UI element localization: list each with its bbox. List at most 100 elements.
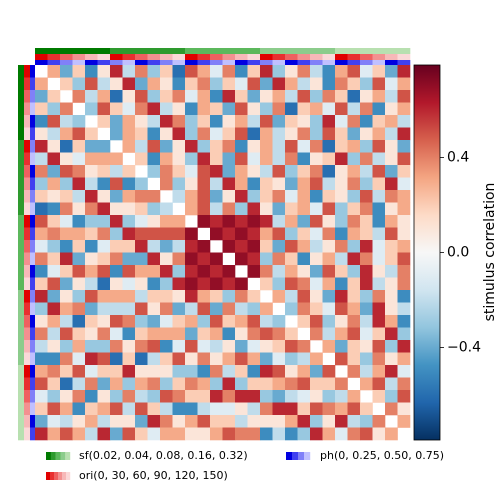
heat-cell	[60, 415, 73, 428]
annotation-cell	[30, 140, 35, 153]
heat-cell	[347, 290, 361, 303]
annotation-cell	[24, 152, 30, 166]
heat-cell	[185, 127, 198, 141]
heat-cell	[85, 352, 98, 366]
annotation-cell	[347, 54, 361, 60]
heat-cell	[360, 140, 373, 153]
heat-cell	[172, 152, 186, 166]
heat-cell	[147, 202, 161, 216]
annotation-cell	[385, 48, 398, 54]
heat-cell	[235, 127, 248, 141]
heat-cell	[60, 227, 73, 241]
heat-cell	[247, 177, 261, 191]
heat-cell	[85, 240, 98, 253]
heat-cell	[85, 177, 98, 191]
heat-cell	[310, 140, 323, 153]
heat-cell	[222, 102, 236, 116]
heat-cell	[360, 427, 373, 441]
heat-cell	[335, 315, 348, 328]
heat-cell	[210, 77, 223, 91]
heat-cell	[72, 215, 86, 228]
heat-cell	[272, 427, 286, 441]
annotation-cell	[35, 60, 48, 65]
heat-cell	[297, 427, 311, 441]
heat-cell	[285, 152, 298, 166]
heat-cell	[97, 390, 111, 403]
heat-cell	[397, 240, 411, 253]
heat-cell	[285, 390, 298, 403]
annotation-cell	[30, 315, 35, 328]
heat-cell	[385, 315, 398, 328]
heatmap	[35, 65, 411, 441]
heat-cell	[247, 302, 261, 316]
heat-cell	[210, 165, 223, 178]
heat-cell	[197, 402, 211, 416]
heat-cell	[35, 77, 48, 91]
annotation-cell	[247, 60, 261, 65]
annotation-cell	[185, 54, 198, 60]
heat-cell	[160, 77, 173, 91]
heat-cell	[72, 177, 86, 191]
heat-cell	[235, 352, 248, 366]
heat-cell	[247, 352, 261, 366]
heat-cell	[60, 277, 73, 291]
heat-cell	[260, 377, 273, 391]
heat-cell	[272, 415, 286, 428]
legend-swatch	[58, 472, 63, 480]
heat-cell	[322, 265, 336, 278]
heat-cell	[185, 377, 198, 391]
heat-cell	[335, 265, 348, 278]
heat-cell	[310, 177, 323, 191]
heat-cell	[247, 165, 261, 178]
heat-cell	[47, 90, 61, 103]
heat-cell	[160, 427, 173, 441]
heat-cell	[135, 202, 148, 216]
heat-cell	[35, 302, 48, 316]
heat-cell	[160, 65, 173, 78]
heat-cell	[72, 377, 86, 391]
annotation-cell	[24, 290, 30, 303]
annotation-cell	[18, 65, 24, 78]
annotation-cell	[222, 54, 236, 60]
legend-swatch	[292, 452, 299, 460]
heat-cell	[210, 315, 223, 328]
heat-cell	[272, 315, 286, 328]
heat-cell	[172, 115, 186, 128]
heat-cell	[160, 102, 173, 116]
heat-cell	[347, 402, 361, 416]
heat-cell	[297, 402, 311, 416]
heat-cell	[35, 115, 48, 128]
annotation-cell	[235, 48, 248, 54]
heat-cell	[35, 102, 48, 116]
heat-cell	[60, 240, 73, 253]
heat-cell	[110, 190, 123, 203]
annotation-cell	[24, 327, 30, 341]
heat-cell	[60, 302, 73, 316]
heat-cell	[185, 202, 198, 216]
heat-cell	[122, 252, 136, 266]
heat-cell	[360, 177, 373, 191]
heat-cell	[172, 365, 186, 378]
heat-cell	[97, 177, 111, 191]
heat-cell	[272, 340, 286, 353]
annotation-cell	[24, 415, 30, 428]
heat-cell	[347, 327, 361, 341]
heat-cell	[172, 315, 186, 328]
heat-cell	[310, 65, 323, 78]
heat-cell	[160, 202, 173, 216]
heat-cell	[285, 415, 298, 428]
heat-cell	[235, 215, 248, 228]
heat-cell	[347, 315, 361, 328]
heat-cell	[235, 365, 248, 378]
heat-cell	[385, 177, 398, 191]
heat-cell	[285, 202, 298, 216]
heat-cell	[160, 415, 173, 428]
heat-cell	[247, 365, 261, 378]
heat-cell	[372, 127, 386, 141]
heat-cell	[260, 102, 273, 116]
heat-cell	[47, 290, 61, 303]
legend-swatch	[286, 452, 293, 460]
heat-cell	[247, 115, 261, 128]
legend-swatch	[62, 472, 67, 480]
heat-cell	[160, 127, 173, 141]
